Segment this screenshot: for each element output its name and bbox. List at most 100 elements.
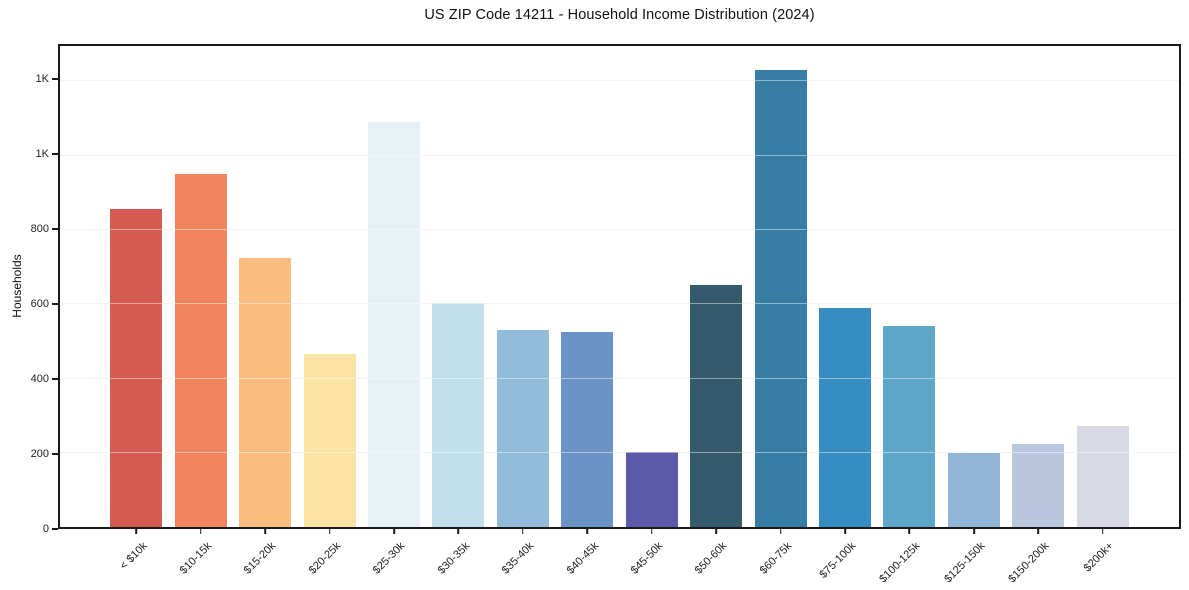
bar-slot — [426, 46, 490, 527]
x-label-cell: $30-35k — [426, 535, 490, 590]
y-tick-mark — [52, 378, 58, 380]
y-tick-label: 800 — [30, 223, 49, 236]
x-tick-label: $60-75k — [757, 540, 795, 577]
bar-slot — [1071, 46, 1135, 527]
y-tick-label: 600 — [30, 298, 49, 311]
plot-area — [58, 44, 1181, 529]
x-tick-label: $75-100k — [817, 540, 859, 581]
y-tick-mark — [52, 153, 58, 155]
x-tick-label: $45-50k — [628, 540, 666, 577]
bar-30-35k — [432, 303, 485, 527]
y-tick-mark — [52, 228, 58, 230]
x-tick-mark — [199, 529, 202, 534]
x-tick-label: $25-30k — [370, 540, 408, 577]
bar-150-200k — [1012, 444, 1065, 527]
x-label-cell: $50-60k — [684, 535, 748, 590]
x-tick-cell — [620, 529, 684, 535]
x-label-cell: $20-25k — [297, 535, 361, 590]
x-label-cell: $200k+ — [1071, 535, 1135, 590]
x-tick-label: $150-200k — [1006, 540, 1052, 586]
x-axis-tick-labels: < $10k $10-15k $15-20k $20-25k $25-30k $30-35… — [60, 535, 1179, 590]
gridline — [60, 377, 1179, 379]
bar-20-25k — [303, 354, 356, 527]
x-tick-mark — [328, 529, 331, 534]
x-tick-label: $15-20k — [241, 540, 279, 577]
gridlines — [60, 46, 1179, 527]
x-tick-cell — [426, 529, 490, 535]
x-label-cell: $125-150k — [942, 535, 1006, 590]
bar-25-30k — [367, 121, 420, 527]
x-tick-mark — [779, 529, 782, 534]
x-tick-cell — [104, 529, 168, 535]
bar-10-15k — [174, 173, 227, 527]
x-tick-mark — [264, 529, 266, 534]
x-label-cell: $25-30k — [362, 535, 426, 590]
x-label-cell: $15-20k — [233, 535, 297, 590]
gridline — [60, 80, 1179, 82]
x-tick-cell — [297, 529, 361, 535]
gridline — [60, 452, 1179, 454]
bar-15-20k — [239, 257, 292, 527]
x-label-cell: $150-200k — [1006, 535, 1070, 590]
x-tick-label: $100-125k — [877, 540, 923, 586]
x-tick-mark — [522, 529, 524, 534]
x-tick-cell — [942, 529, 1006, 535]
bars-row — [60, 46, 1179, 527]
bar-slot — [555, 46, 619, 527]
bar-slot — [748, 46, 812, 527]
y-tick-label: 200 — [30, 448, 49, 461]
bar-slot — [813, 46, 877, 527]
bar-slot — [684, 46, 748, 527]
x-label-cell: $45-50k — [620, 535, 684, 590]
x-tick-cell — [491, 529, 555, 535]
x-axis-tick-marks — [60, 529, 1179, 535]
bar-slot — [362, 46, 426, 527]
y-tick-label: 0 — [42, 523, 49, 535]
x-tick-mark — [586, 529, 589, 534]
y-tick-mark — [52, 528, 58, 530]
x-tick-mark — [650, 529, 653, 534]
y-tick-label: 1K — [35, 148, 49, 161]
x-tick-cell — [168, 529, 232, 535]
x-label-cell: $40-45k — [555, 535, 619, 590]
x-tick-mark — [393, 529, 395, 534]
y-axis-tick-labels: 0 200 400 600 800 1K 1K — [0, 44, 49, 535]
bar-slot — [233, 46, 297, 527]
x-tick-mark — [1037, 529, 1040, 534]
x-tick-mark — [457, 529, 460, 534]
bar-slot — [620, 46, 684, 527]
y-tick-mark — [52, 303, 58, 305]
bar-125-150k — [947, 452, 1000, 527]
x-tick-mark — [908, 529, 911, 534]
x-tick-mark — [973, 529, 975, 534]
x-tick-label: $40-45k — [564, 540, 601, 577]
x-tick-cell — [233, 529, 297, 535]
bar-slot — [297, 46, 361, 527]
x-tick-mark — [715, 529, 717, 534]
x-tick-label: $200k+ — [1082, 540, 1117, 575]
x-tick-label: $50-60k — [693, 540, 730, 577]
bar-100-125k — [883, 325, 936, 527]
y-tick-label: 1K — [35, 73, 49, 86]
gridline — [60, 154, 1179, 156]
bar-slot — [1006, 46, 1070, 527]
x-label-cell: $60-75k — [748, 535, 812, 590]
x-tick-cell — [555, 529, 619, 535]
bar-35-40k — [496, 329, 549, 527]
x-label-cell: $100-125k — [877, 535, 941, 590]
bar-slot — [491, 46, 555, 527]
y-tick-label: 400 — [30, 373, 49, 386]
bar-slot — [104, 46, 168, 527]
x-tick-label: $20-25k — [306, 540, 344, 577]
x-label-cell: < $10k — [104, 535, 168, 590]
bar-200k — [1076, 426, 1129, 527]
bar-75-100k — [819, 307, 872, 527]
x-tick-cell — [748, 529, 812, 535]
gridline — [60, 303, 1179, 305]
bar-50-60k — [690, 285, 743, 527]
y-tick-mark — [52, 453, 58, 455]
bar-40-45k — [561, 332, 614, 527]
x-tick-cell — [1071, 529, 1135, 535]
bar-slot — [877, 46, 941, 527]
